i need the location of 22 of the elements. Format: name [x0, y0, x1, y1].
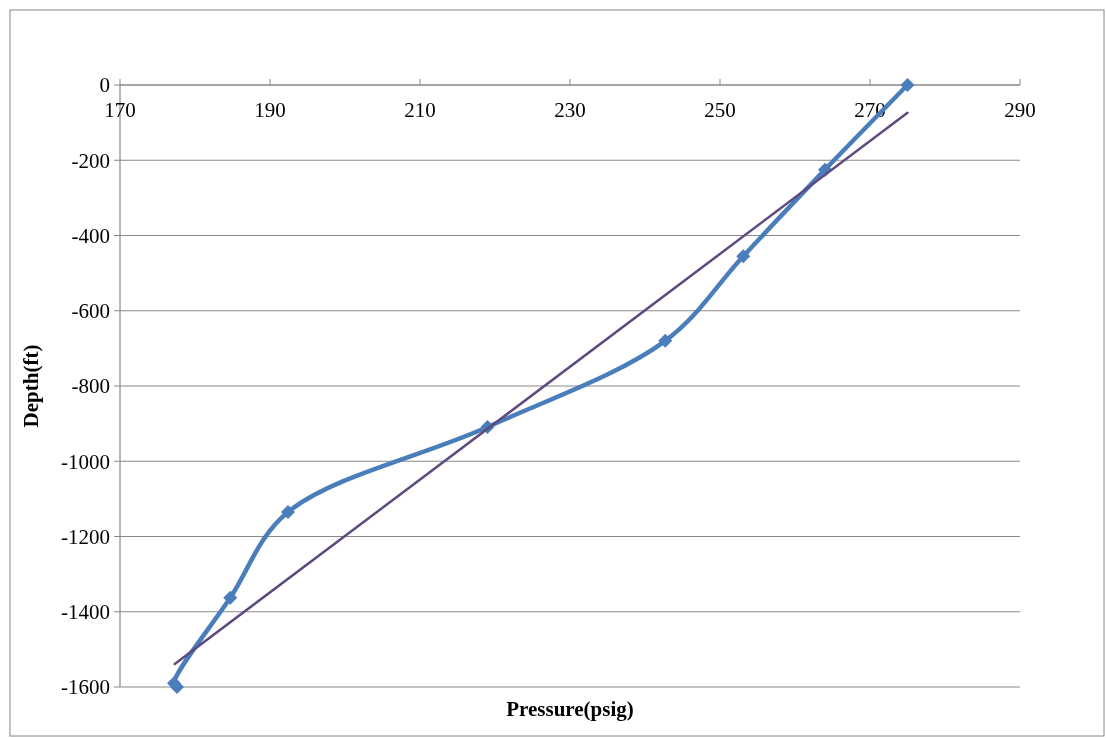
x-tick-label: 170 [104, 98, 136, 122]
x-axis-title: Pressure(psig) [506, 697, 634, 721]
y-tick-label: -200 [71, 148, 110, 173]
point [223, 590, 238, 605]
y-tick-label: -1200 [61, 524, 110, 549]
x-tick-label: 230 [554, 98, 586, 122]
x-tick-label: 250 [704, 98, 736, 122]
y-tick-label: -1600 [61, 675, 110, 700]
y-tick-label: -600 [71, 299, 110, 324]
x-tick-label: 290 [1004, 98, 1036, 122]
y-tick-label: -800 [71, 374, 110, 399]
x-tick-label: 190 [254, 98, 286, 122]
y-axis-title: Depth(ft) [19, 344, 43, 428]
point [900, 78, 915, 92]
point [658, 333, 673, 348]
point [281, 505, 295, 520]
x-tick-label: 210 [404, 98, 436, 122]
point [736, 249, 751, 264]
y-tick-label: -1000 [61, 449, 110, 474]
y-tick-label: -400 [71, 223, 110, 248]
y-tick-label: 0 [99, 73, 110, 98]
y-tick-label: -1400 [61, 600, 110, 625]
